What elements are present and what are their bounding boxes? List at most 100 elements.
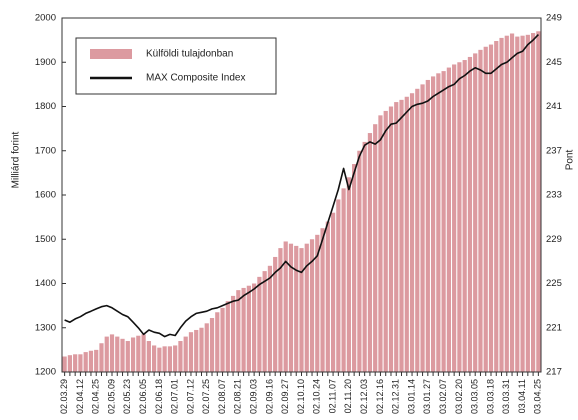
bar bbox=[494, 41, 499, 372]
bar bbox=[220, 307, 225, 372]
x-tick-label: 02.06.05 bbox=[138, 379, 148, 414]
bar bbox=[83, 352, 88, 372]
bar bbox=[204, 323, 209, 372]
bar bbox=[188, 332, 194, 372]
x-tick-label: 03.04.25 bbox=[533, 379, 543, 414]
bar bbox=[109, 334, 115, 372]
bar bbox=[178, 341, 183, 372]
bar bbox=[299, 248, 304, 372]
y2-tick-label: 225 bbox=[546, 278, 562, 289]
x-tick-label: 03.03.31 bbox=[501, 379, 511, 414]
x-tick-label: 02.09.03 bbox=[249, 379, 259, 414]
bar bbox=[457, 62, 462, 372]
bar bbox=[62, 356, 67, 372]
bar bbox=[383, 110, 388, 373]
bar bbox=[488, 44, 494, 373]
bar bbox=[357, 150, 362, 372]
bar bbox=[504, 35, 509, 372]
x-tick-label: 03.03.05 bbox=[470, 379, 480, 414]
x-tick-label: 02.10.10 bbox=[296, 379, 306, 414]
bar bbox=[420, 84, 425, 372]
bar bbox=[336, 199, 341, 372]
bar bbox=[304, 243, 309, 372]
y2-tick-label: 233 bbox=[546, 190, 562, 201]
bar bbox=[330, 212, 336, 372]
y-tick-label: 1300 bbox=[35, 322, 56, 333]
bar bbox=[346, 177, 351, 372]
x-tick-label: 03.01.27 bbox=[422, 379, 432, 414]
bar bbox=[388, 106, 394, 372]
bar bbox=[167, 346, 173, 372]
bar bbox=[267, 265, 273, 372]
x-tick-label: 02.05.09 bbox=[106, 379, 116, 414]
bar bbox=[94, 349, 99, 372]
bar bbox=[509, 33, 515, 373]
bar bbox=[446, 67, 451, 372]
y-tick-label: 2000 bbox=[35, 13, 56, 24]
bar bbox=[309, 239, 315, 372]
y2-tick-label: 221 bbox=[546, 322, 562, 333]
bar bbox=[141, 334, 146, 372]
bar bbox=[320, 228, 325, 372]
bar bbox=[530, 33, 536, 373]
bar bbox=[78, 354, 83, 372]
bar bbox=[441, 71, 446, 372]
y-tick-label: 1700 bbox=[35, 145, 56, 156]
bar bbox=[199, 327, 204, 372]
bar bbox=[173, 345, 178, 372]
legend-swatch bbox=[90, 49, 132, 59]
bar bbox=[325, 221, 330, 372]
bar bbox=[194, 329, 199, 372]
y-tick-label: 1500 bbox=[35, 234, 56, 245]
x-tick-label: 02.12.03 bbox=[359, 379, 369, 414]
x-tick-label: 02.07.01 bbox=[170, 379, 180, 414]
x-tick-label: 02.09.16 bbox=[264, 379, 274, 414]
bar bbox=[404, 96, 409, 372]
bar bbox=[273, 256, 278, 372]
bar bbox=[473, 53, 478, 373]
bar bbox=[378, 115, 383, 372]
bar bbox=[515, 36, 520, 373]
x-tick-label: 03.03.18 bbox=[485, 379, 495, 414]
bar bbox=[136, 335, 141, 372]
x-tick-label: 02.05.23 bbox=[122, 379, 132, 414]
bar bbox=[483, 46, 488, 372]
bar bbox=[257, 276, 262, 372]
x-tick-label: 03.04.11 bbox=[517, 379, 527, 413]
x-tick-label: 03.02.20 bbox=[454, 379, 464, 414]
bar bbox=[246, 285, 251, 372]
bar bbox=[262, 271, 267, 372]
x-tick-label: 02.04.25 bbox=[91, 379, 101, 414]
bar bbox=[115, 336, 120, 372]
bar bbox=[252, 283, 257, 372]
x-tick-label: 02.04.12 bbox=[75, 379, 85, 414]
bar bbox=[415, 88, 420, 373]
bar bbox=[278, 248, 283, 372]
bar bbox=[294, 245, 299, 372]
x-tick-label: 02.10.24 bbox=[312, 379, 322, 414]
bar bbox=[125, 341, 130, 372]
x-tick-label: 02.11.20 bbox=[343, 379, 353, 413]
line bbox=[64, 34, 539, 338]
bar bbox=[315, 234, 320, 372]
bar bbox=[362, 141, 367, 372]
x-tick-label: 02.11.07 bbox=[327, 379, 337, 413]
bar bbox=[104, 336, 109, 372]
legend-label: MAX Composite Index bbox=[146, 73, 246, 84]
y2-tick-label: 249 bbox=[546, 13, 562, 24]
bar bbox=[67, 355, 73, 372]
bar bbox=[215, 312, 220, 372]
legend: Külföldi tulajdonban MAX Composite Index bbox=[75, 37, 277, 95]
legend-box bbox=[75, 37, 277, 95]
bar bbox=[241, 287, 246, 372]
bar bbox=[462, 60, 467, 372]
y2-axis-label: Pont bbox=[565, 149, 576, 170]
y-tick-label: 1200 bbox=[35, 367, 56, 378]
bar bbox=[467, 56, 473, 372]
bar bbox=[157, 347, 162, 372]
bar bbox=[130, 337, 136, 372]
bar bbox=[73, 354, 78, 372]
y2-tick-label: 237 bbox=[546, 145, 562, 156]
bar bbox=[88, 350, 94, 372]
